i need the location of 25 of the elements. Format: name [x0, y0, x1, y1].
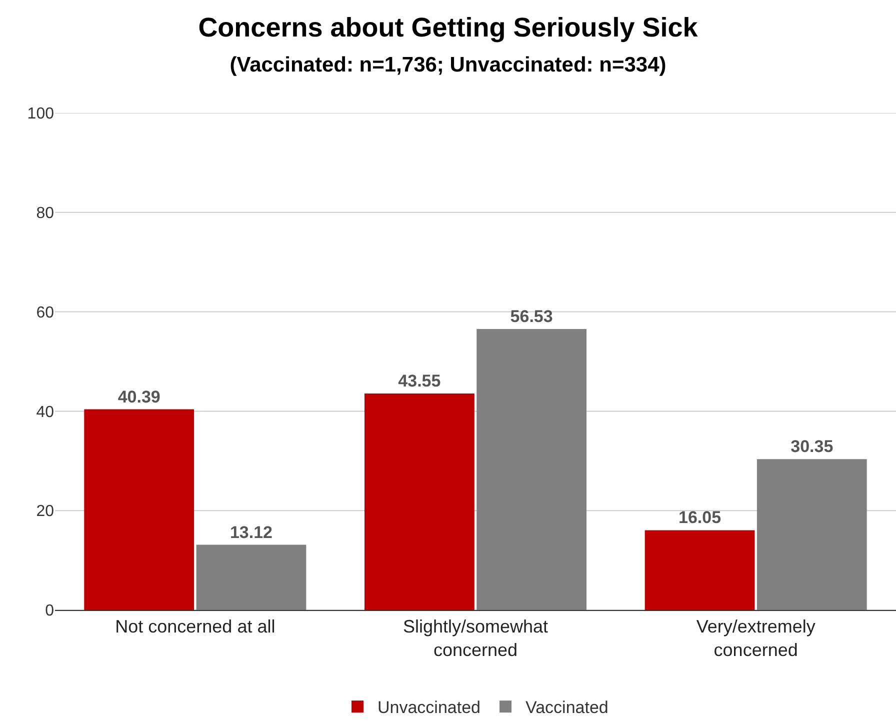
bar [84, 409, 194, 610]
legend-label: Vaccinated [526, 698, 608, 718]
bar [644, 530, 755, 610]
bar [756, 459, 867, 610]
x-tick-label: Slightly/somewhat concerned [402, 616, 548, 660]
chart-title: Concerns about Getting Seriously Sick [198, 12, 699, 42]
data-label: 56.53 [510, 307, 553, 326]
bar [196, 544, 306, 610]
data-label: 16.05 [678, 508, 722, 528]
x-tick-label: Not concerned at all [115, 616, 276, 637]
data-label: 40.39 [118, 387, 160, 406]
bar [364, 394, 474, 610]
data-label: 43.55 [398, 372, 441, 391]
x-tick-label: Very/extremely concerned [696, 616, 816, 660]
chart-subtitle: (Vaccinated: n=1,736; Unvaccinated: n=334) [230, 53, 666, 76]
y-tick-label: 40 [36, 404, 54, 421]
y-tick-label: 80 [36, 205, 54, 222]
y-tick-label: 0 [45, 602, 54, 620]
data-label: 30.35 [790, 437, 834, 456]
data-label: 13.12 [230, 522, 273, 542]
legend-label: Unvaccinated [378, 698, 481, 718]
y-tick-label: 100 [27, 106, 54, 123]
bar [476, 329, 587, 610]
y-tick-label: 20 [36, 503, 54, 520]
y-tick-label: 60 [36, 304, 54, 322]
